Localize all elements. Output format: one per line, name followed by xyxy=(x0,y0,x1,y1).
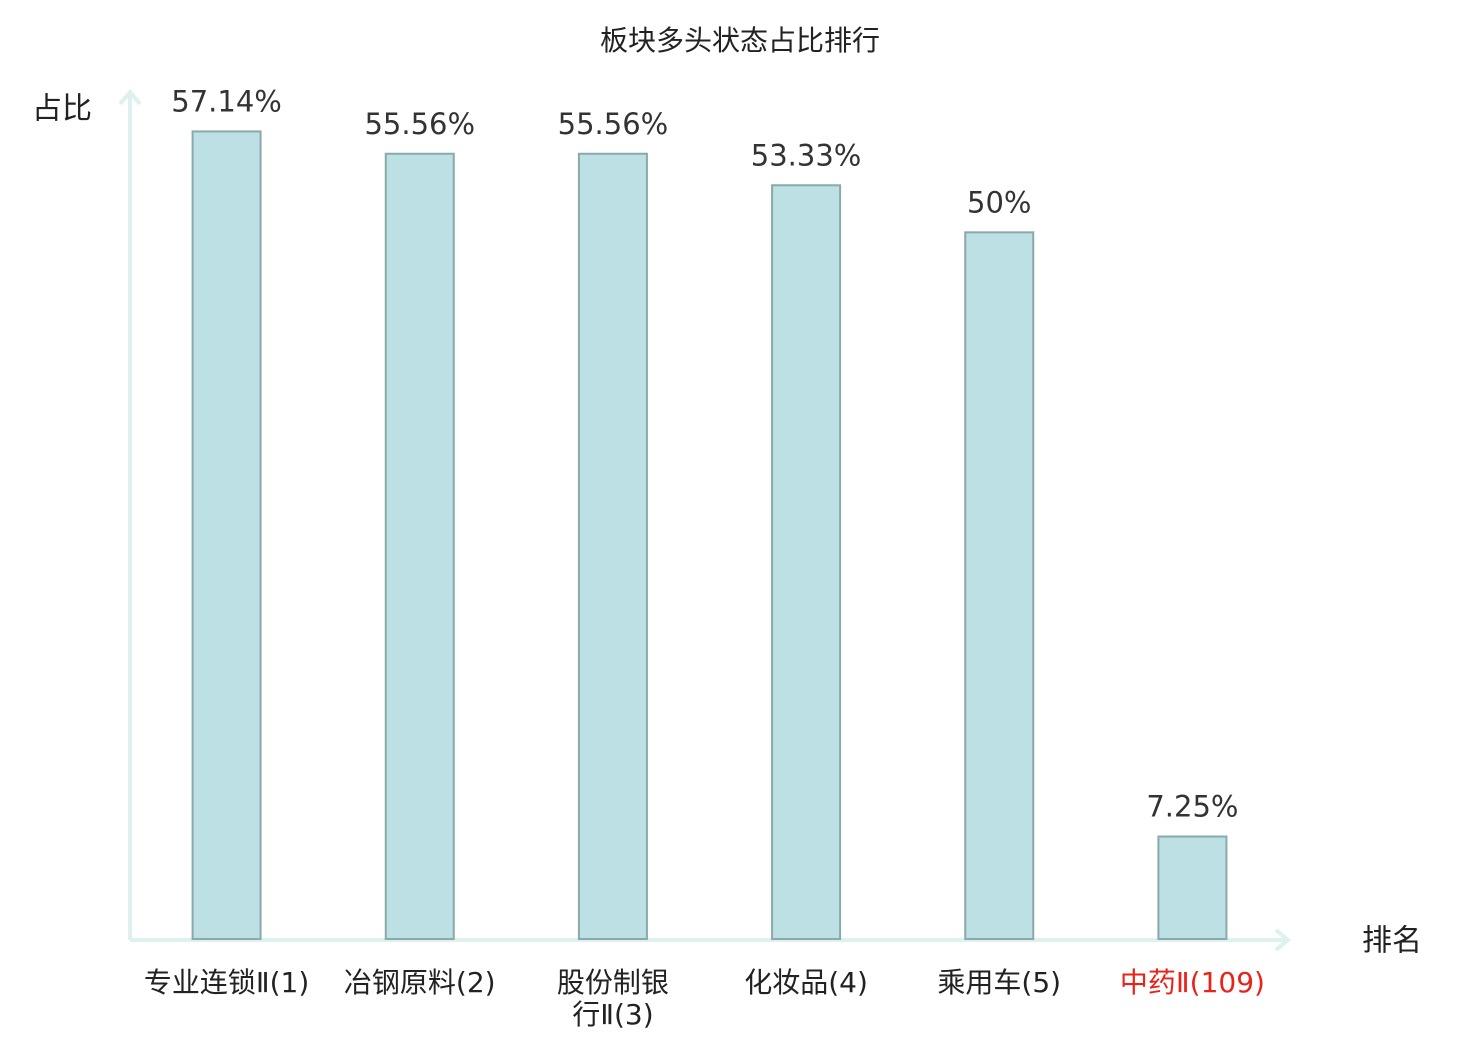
bar xyxy=(1157,835,1228,940)
bar xyxy=(191,130,262,940)
x-tick-label: 专业连锁Ⅱ(1) xyxy=(144,966,309,999)
chart-title: 板块多头状态占比排行 xyxy=(600,24,880,57)
value-label: 50% xyxy=(967,185,1031,219)
x-tick-label: 股份制银行Ⅱ(3) xyxy=(557,966,669,1031)
value-label: 7.25% xyxy=(1146,790,1238,824)
x-tick-label: 中药Ⅱ(109) xyxy=(1120,966,1265,999)
x-axis-arrow xyxy=(1274,928,1292,952)
x-axis-label: 排名 xyxy=(1362,924,1422,959)
value-label: 55.56% xyxy=(364,107,475,141)
value-label: 53.33% xyxy=(751,138,862,172)
bar xyxy=(964,231,1035,941)
x-tick-label: 乘用车(5) xyxy=(937,966,1061,999)
value-label: 57.14% xyxy=(171,84,282,118)
value-label: 55.56% xyxy=(558,107,669,141)
x-tick-label: 化妆品(4) xyxy=(744,966,868,999)
axes xyxy=(118,88,1292,952)
y-axis-label: 占比 xyxy=(32,92,92,127)
bar xyxy=(577,152,648,940)
bar xyxy=(384,152,455,940)
y-axis-arrow xyxy=(118,88,142,106)
x-tick-label: 冶钢原料(2) xyxy=(344,966,496,999)
bar xyxy=(771,184,842,940)
